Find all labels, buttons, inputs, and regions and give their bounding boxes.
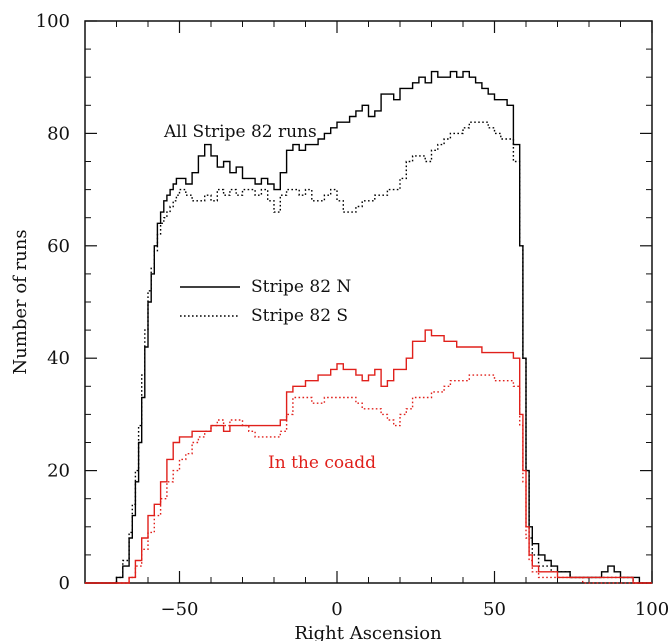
series-line-coadd-dotted [85,374,652,584]
tick-labels: −50 0 50 100 0 20 40 60 80 100 [36,11,670,620]
y-tick-label: 80 [47,123,70,144]
y-tick-label: 60 [47,236,70,257]
axis-ticks [84,20,653,584]
y-tick-label: 40 [47,348,70,369]
y-tick-label: 20 [47,461,70,482]
y-tick-label: 100 [36,11,70,32]
legend-label-n: Stripe 82 N [251,277,351,297]
x-tick-label: 50 [483,599,506,620]
annotation-all-runs: All Stripe 82 runs [163,122,317,142]
x-axis-label: Right Ascension [294,623,442,641]
x-tick-label: 100 [635,599,669,620]
y-tick-label: 0 [59,573,70,594]
x-tick-label: −50 [161,599,199,620]
series-line-all-solid [85,70,652,584]
legend-label-s: Stripe 82 S [251,306,348,326]
series-layer [85,70,652,584]
series-line-coadd-solid [85,329,652,584]
legend: Stripe 82 N Stripe 82 S [180,277,351,326]
annotation-coadd: In the coadd [268,453,376,473]
y-axis-label: Number of runs [10,229,31,374]
x-tick-label: 0 [331,599,342,620]
